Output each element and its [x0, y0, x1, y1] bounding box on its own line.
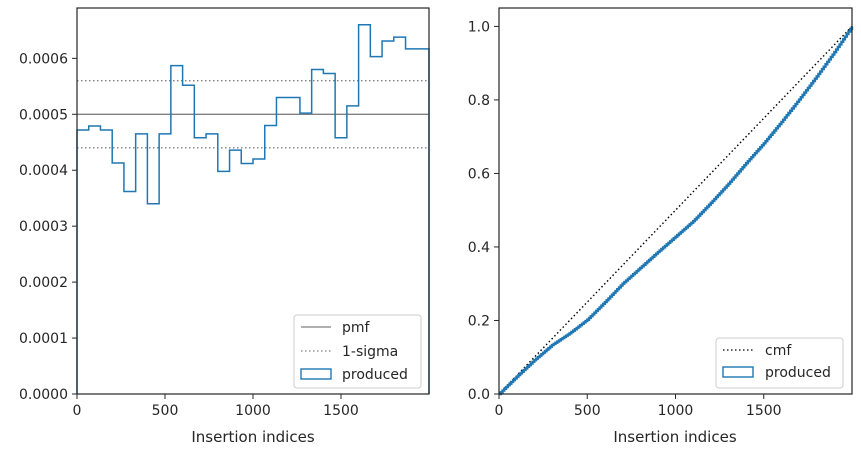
- cmf-legend-swatch-produced: [722, 366, 754, 378]
- pmf-legend-label-pmf: pmf: [342, 320, 371, 336]
- cmf-legend-label-cmf: cmf: [765, 343, 792, 359]
- cmf-legend-label-produced: produced: [765, 365, 831, 381]
- pmf-panel: 0 500 1000 1500 0.0000 0.0001 0.0002 0.0003 0.00…: [19, 7, 430, 446]
- pmf-y-tick-label: 0.0002: [19, 275, 68, 291]
- cmf-cmf-reference-line: [498, 25, 853, 395]
- pmf-x-tick-label: 1000: [235, 403, 271, 419]
- pmf-legend-swatch-produced: [300, 368, 332, 380]
- cmf-y-tick-label: 0.2: [468, 313, 490, 329]
- cmf-y-tick-label: 1.0: [468, 19, 490, 35]
- cmf-produced-cdf: [499, 26, 854, 396]
- cmf-y-tick-label: 0.8: [468, 93, 490, 109]
- pmf-x-axis-label: Insertion indices: [191, 428, 314, 446]
- pmf-axis-ticks: 0 500 1000 1500 0.0000 0.0001 0.0002 0.0003 0.00…: [19, 51, 359, 419]
- cmf-x-tick-label: 1500: [746, 403, 782, 419]
- cmf-x-tick-label: 500: [574, 403, 601, 419]
- pmf-legend: pmf 1-sigma produced: [293, 314, 422, 389]
- pmf-produced-histogram: [76, 24, 430, 394]
- pmf-y-tick-label: 0.0003: [19, 219, 68, 235]
- pmf-y-tick-label: 0.0001: [19, 331, 68, 347]
- cmf-y-tick-label: 0.4: [468, 240, 490, 256]
- pmf-x-tick-label: 1500: [323, 403, 359, 419]
- cmf-x-tick-label: 0: [495, 403, 504, 419]
- cmf-axis-ticks: 0 500 1000 1500 0.0 0.2 0.4 0.6 0.8 1.0: [468, 19, 782, 419]
- pmf-legend-label-sigma: 1-sigma: [342, 344, 398, 360]
- pmf-legend-box: [293, 314, 422, 389]
- cmf-x-tick-label: 1000: [658, 403, 694, 419]
- cmf-panel: 0 500 1000 1500 0.0 0.2 0.4 0.6 0.8 1.0 Insertion…: [468, 7, 854, 446]
- pmf-legend-label-produced: produced: [342, 367, 408, 383]
- pmf-plot-marks: [76, 24, 430, 394]
- cmf-x-axis-label: Insertion indices: [613, 428, 736, 446]
- pmf-x-tick-label: 0: [73, 403, 82, 419]
- cmf-y-tick-label: 0.6: [468, 166, 490, 182]
- pmf-y-tick-label: 0.0006: [19, 51, 68, 67]
- pmf-y-tick-label: 0.0000: [19, 387, 68, 403]
- cmf-y-tick-label: 0.0: [468, 387, 490, 403]
- pmf-y-tick-label: 0.0004: [19, 163, 68, 179]
- pmf-x-tick-label: 500: [152, 403, 179, 419]
- cmf-legend: cmf produced: [715, 337, 844, 389]
- pmf-y-tick-label: 0.0005: [19, 107, 68, 123]
- cmf-plot-marks: [498, 25, 854, 396]
